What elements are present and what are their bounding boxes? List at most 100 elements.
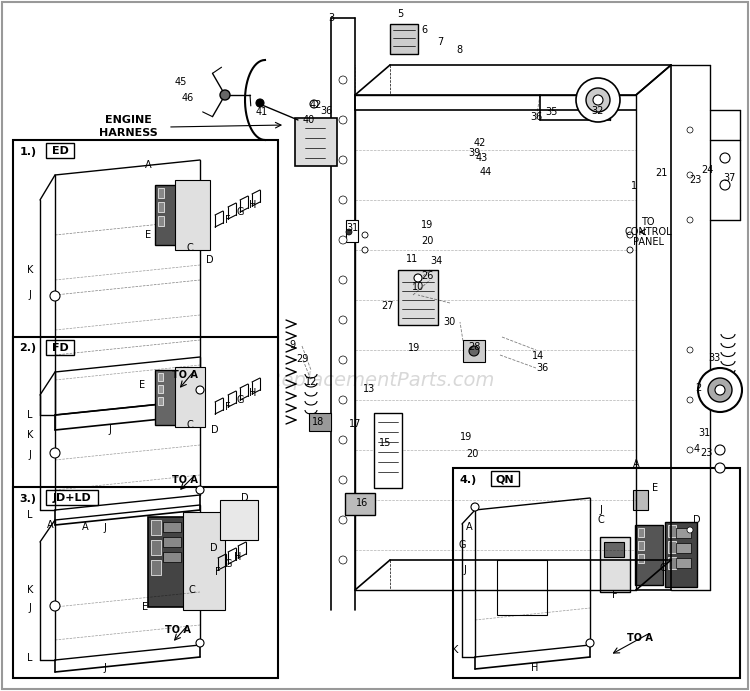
Bar [175,367,205,427]
Text: E: E [145,230,151,240]
Circle shape [687,527,693,533]
Text: 31: 31 [698,428,710,438]
Circle shape [339,196,347,204]
Text: TO A: TO A [172,475,198,485]
Text: HARNESS: HARNESS [99,128,158,138]
Text: 17: 17 [349,419,361,429]
Text: 36: 36 [320,106,332,116]
Text: F: F [225,402,231,412]
Circle shape [339,76,347,84]
Text: 27: 27 [382,301,394,311]
Text: A: A [145,160,152,170]
Circle shape [715,385,725,395]
Text: 35: 35 [546,107,558,117]
Bar [155,185,180,245]
Text: H: H [249,200,256,210]
Text: G: G [458,540,466,550]
Text: 23: 23 [700,448,712,458]
Text: J: J [104,523,106,533]
Text: C: C [189,585,195,595]
Circle shape [310,100,318,108]
Bar [668,557,676,569]
Circle shape [586,639,594,647]
Text: 32: 32 [592,106,604,116]
Text: 1: 1 [631,181,637,191]
Text: 29: 29 [296,354,308,364]
Bar [668,525,676,537]
Text: TO: TO [641,217,655,227]
Text: 28: 28 [468,342,480,352]
Bar [633,490,648,510]
Circle shape [687,397,693,403]
Circle shape [720,180,730,190]
Circle shape [720,153,730,163]
Bar [497,560,547,615]
Bar [676,528,691,538]
Text: C: C [660,563,666,573]
Bar [668,541,676,553]
Bar [151,540,161,555]
Text: 2.): 2.) [20,343,37,353]
Text: 9: 9 [289,340,295,350]
Circle shape [339,156,347,164]
Circle shape [339,276,347,284]
Text: E: E [652,483,658,493]
Text: TO A: TO A [165,625,191,635]
Text: L: L [27,653,33,663]
Text: CONTROL: CONTROL [624,227,672,237]
Circle shape [698,368,742,412]
Bar [46,143,74,158]
Bar [155,370,177,425]
Text: PANEL: PANEL [632,237,664,247]
Text: 2: 2 [694,383,701,393]
Text: D: D [211,425,219,435]
Text: 45: 45 [175,77,188,87]
Circle shape [715,445,725,455]
Bar [374,413,402,488]
Bar [13,487,278,678]
Text: G: G [236,395,244,405]
Text: A: A [633,459,639,469]
Circle shape [346,229,352,235]
Text: 3.): 3.) [20,494,37,504]
Bar [158,385,163,393]
Bar [676,558,691,568]
Bar [220,500,258,540]
Bar [309,413,331,431]
Text: 19: 19 [408,343,420,353]
Circle shape [627,232,633,238]
Bar [491,471,519,486]
Text: 46: 46 [182,93,194,103]
Bar [148,517,186,607]
Text: F: F [215,567,220,577]
Text: K: K [452,645,458,655]
Circle shape [687,447,693,453]
Text: J: J [104,663,106,673]
Text: J: J [599,505,602,515]
Text: 19: 19 [421,220,434,230]
Text: 41: 41 [256,107,268,117]
Text: G: G [224,559,232,569]
Circle shape [256,99,264,107]
Text: 3: 3 [328,13,334,23]
Text: ENGINE: ENGINE [104,115,152,125]
Text: 8: 8 [456,45,462,55]
Bar [13,337,278,537]
Circle shape [339,116,347,124]
Circle shape [50,448,60,458]
Circle shape [687,172,693,178]
Text: 44: 44 [480,167,492,177]
Circle shape [715,463,725,473]
Text: 42: 42 [474,138,486,148]
Bar [390,24,418,54]
Text: 1.): 1.) [20,147,37,157]
Bar [151,560,161,575]
Text: 11: 11 [406,254,418,264]
Circle shape [586,88,610,112]
Bar [398,270,438,325]
Circle shape [50,291,60,301]
Text: C: C [598,515,604,525]
Text: J: J [464,565,466,575]
Text: 20: 20 [466,449,478,459]
Text: 12: 12 [304,377,317,387]
